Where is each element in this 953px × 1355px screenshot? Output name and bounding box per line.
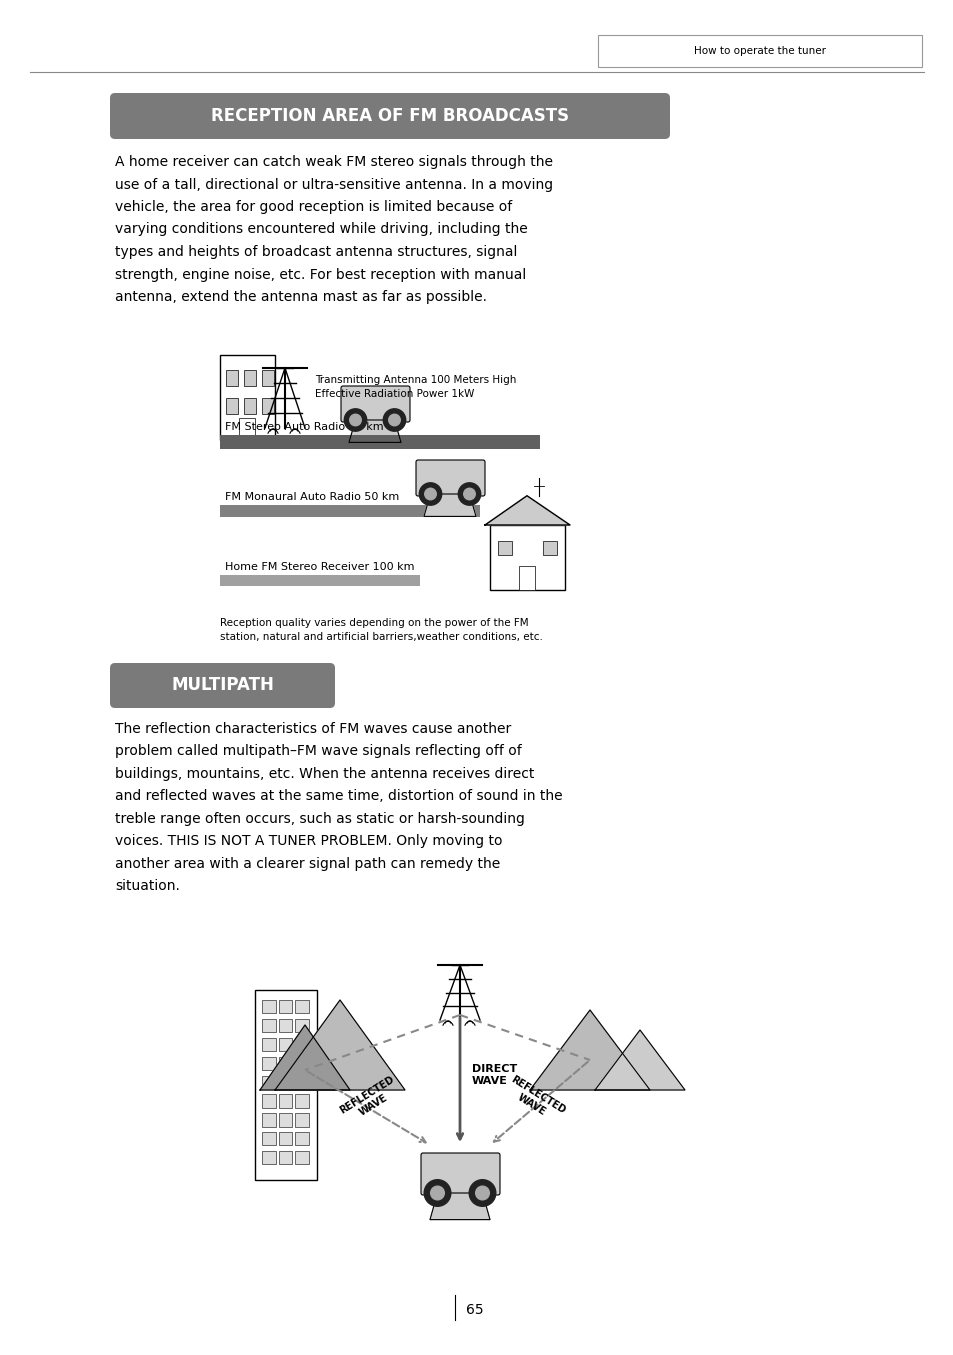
Bar <box>262 1038 275 1051</box>
Polygon shape <box>423 495 476 516</box>
Text: RECEPTION AREA OF FM BROADCASTS: RECEPTION AREA OF FM BROADCASTS <box>211 107 569 125</box>
Text: REFLECTED
WAVE: REFLECTED WAVE <box>337 1075 402 1126</box>
Text: use of a tall, directional or ultra-sensitive antenna. In a moving: use of a tall, directional or ultra-sens… <box>115 178 553 191</box>
Bar <box>295 1152 309 1164</box>
Bar <box>220 505 479 518</box>
Bar <box>490 524 564 589</box>
Text: How to operate the tuner: How to operate the tuner <box>693 46 825 56</box>
Text: treble range often occurs, such as static or harsh-sounding: treble range often occurs, such as stati… <box>115 812 524 827</box>
Bar <box>295 1000 309 1014</box>
Bar <box>244 398 255 415</box>
Polygon shape <box>595 1030 684 1089</box>
FancyBboxPatch shape <box>110 663 335 709</box>
Bar <box>220 575 419 585</box>
Text: 65: 65 <box>466 1304 483 1317</box>
Text: vehicle, the area for good reception is limited because of: vehicle, the area for good reception is … <box>115 201 512 214</box>
Bar <box>220 435 539 449</box>
Bar <box>262 1114 275 1126</box>
FancyBboxPatch shape <box>110 93 669 140</box>
Circle shape <box>424 1180 451 1206</box>
Text: The reflection characteristics of FM waves cause another: The reflection characteristics of FM wav… <box>115 722 511 736</box>
Bar <box>278 1133 292 1145</box>
Bar <box>262 1095 275 1107</box>
Text: antenna, extend the antenna mast as far as possible.: antenna, extend the antenna mast as far … <box>115 290 486 304</box>
Bar <box>262 398 274 415</box>
Bar <box>262 1057 275 1070</box>
Polygon shape <box>349 420 400 442</box>
Bar <box>262 1076 275 1089</box>
Circle shape <box>350 415 361 425</box>
Bar <box>278 1095 292 1107</box>
FancyBboxPatch shape <box>598 35 921 66</box>
Text: FM Stereo Auto Radio 20 km: FM Stereo Auto Radio 20 km <box>225 421 383 432</box>
Bar <box>226 398 237 415</box>
Bar <box>278 1000 292 1014</box>
Bar <box>278 1019 292 1033</box>
Text: Home FM Stereo Receiver 100 km: Home FM Stereo Receiver 100 km <box>225 562 414 572</box>
Polygon shape <box>274 1000 405 1089</box>
Bar <box>518 566 535 589</box>
Bar <box>295 1019 309 1033</box>
Bar <box>295 1076 309 1089</box>
Circle shape <box>463 488 475 500</box>
Bar <box>295 1133 309 1145</box>
Bar <box>254 991 316 1180</box>
Text: A home receiver can catch weak FM stereo signals through the: A home receiver can catch weak FM stereo… <box>115 154 553 169</box>
Bar <box>262 1152 275 1164</box>
Bar <box>262 1133 275 1145</box>
Text: Reception quality varies depending on the power of the FM
station, natural and a: Reception quality varies depending on th… <box>220 618 542 642</box>
Circle shape <box>383 409 405 431</box>
Text: types and heights of broadcast antenna structures, signal: types and heights of broadcast antenna s… <box>115 245 517 259</box>
Circle shape <box>424 488 436 500</box>
Circle shape <box>430 1186 444 1199</box>
Bar <box>542 541 557 556</box>
Text: DIRECT
WAVE: DIRECT WAVE <box>472 1064 517 1087</box>
Bar <box>220 355 274 440</box>
Polygon shape <box>484 496 569 524</box>
Bar <box>497 541 512 556</box>
Bar <box>262 370 274 386</box>
Bar <box>295 1057 309 1070</box>
Text: and reflected waves at the same time, distortion of sound in the: and reflected waves at the same time, di… <box>115 790 562 804</box>
Polygon shape <box>260 1024 350 1089</box>
Bar <box>239 417 254 440</box>
Bar <box>295 1038 309 1051</box>
Polygon shape <box>430 1192 490 1220</box>
Text: another area with a clearer signal path can remedy the: another area with a clearer signal path … <box>115 856 499 871</box>
Bar <box>295 1114 309 1126</box>
Text: problem called multipath–FM wave signals reflecting off of: problem called multipath–FM wave signals… <box>115 744 521 759</box>
Circle shape <box>419 482 441 505</box>
Circle shape <box>457 482 480 505</box>
Text: REFLECTED
WAVE: REFLECTED WAVE <box>502 1075 566 1126</box>
Bar <box>278 1076 292 1089</box>
Bar <box>226 370 237 386</box>
Bar <box>262 1019 275 1033</box>
Text: situation.: situation. <box>115 879 180 893</box>
Text: buildings, mountains, etc. When the antenna receives direct: buildings, mountains, etc. When the ante… <box>115 767 534 780</box>
Bar <box>244 370 255 386</box>
FancyBboxPatch shape <box>416 459 484 496</box>
Polygon shape <box>530 1009 649 1089</box>
Text: voices. THIS IS NOT A TUNER PROBLEM. Only moving to: voices. THIS IS NOT A TUNER PROBLEM. Onl… <box>115 835 502 848</box>
Bar <box>278 1038 292 1051</box>
Bar <box>278 1057 292 1070</box>
Circle shape <box>344 409 366 431</box>
Text: Transmitting Antenna 100 Meters High
Effective Radiation Power 1kW: Transmitting Antenna 100 Meters High Eff… <box>314 375 516 398</box>
Bar <box>295 1095 309 1107</box>
Text: strength, engine noise, etc. For best reception with manual: strength, engine noise, etc. For best re… <box>115 267 526 282</box>
FancyBboxPatch shape <box>420 1153 499 1195</box>
Circle shape <box>476 1186 489 1199</box>
Text: FM Monaural Auto Radio 50 km: FM Monaural Auto Radio 50 km <box>225 492 399 501</box>
FancyBboxPatch shape <box>340 386 410 421</box>
Circle shape <box>388 415 400 425</box>
Text: MULTIPATH: MULTIPATH <box>171 676 274 695</box>
Bar <box>262 1000 275 1014</box>
Bar <box>278 1152 292 1164</box>
Circle shape <box>469 1180 496 1206</box>
Bar <box>278 1114 292 1126</box>
Text: varying conditions encountered while driving, including the: varying conditions encountered while dri… <box>115 222 527 237</box>
